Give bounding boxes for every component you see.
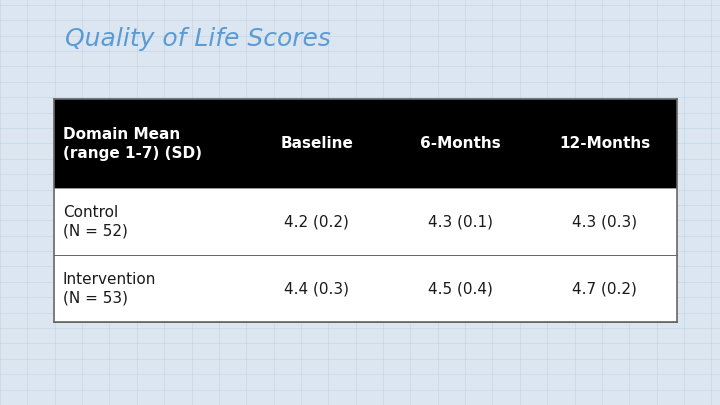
Text: 4.5 (0.4): 4.5 (0.4) xyxy=(428,281,493,296)
Text: 4.7 (0.2): 4.7 (0.2) xyxy=(572,281,637,296)
Text: Control
(N = 52): Control (N = 52) xyxy=(63,205,127,239)
Text: 4.3 (0.1): 4.3 (0.1) xyxy=(428,214,493,229)
Text: Quality of Life Scores: Quality of Life Scores xyxy=(65,27,330,51)
Text: 12-Months: 12-Months xyxy=(559,136,650,151)
FancyBboxPatch shape xyxy=(54,255,677,322)
FancyBboxPatch shape xyxy=(54,99,677,188)
Text: 4.2 (0.2): 4.2 (0.2) xyxy=(284,214,349,229)
Text: Baseline: Baseline xyxy=(280,136,354,151)
Text: Intervention
(N = 53): Intervention (N = 53) xyxy=(63,272,156,305)
Text: 4.4 (0.3): 4.4 (0.3) xyxy=(284,281,349,296)
Text: 6-Months: 6-Months xyxy=(420,136,501,151)
FancyBboxPatch shape xyxy=(54,188,677,255)
Text: 4.3 (0.3): 4.3 (0.3) xyxy=(572,214,637,229)
Text: Domain Mean
(range 1-7) (SD): Domain Mean (range 1-7) (SD) xyxy=(63,127,202,160)
